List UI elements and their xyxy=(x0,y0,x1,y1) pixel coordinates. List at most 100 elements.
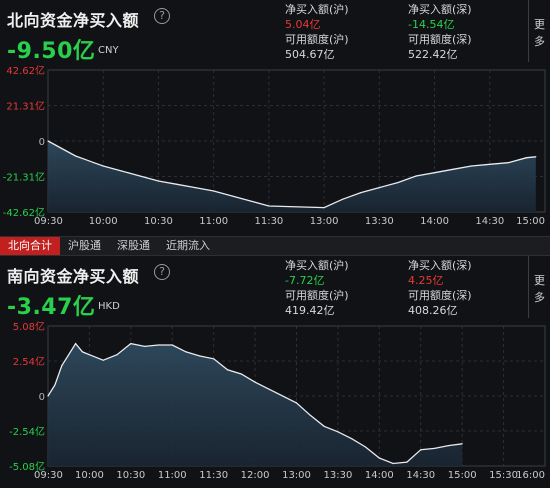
x-tick-label: 10:30 xyxy=(144,216,173,227)
data-point xyxy=(351,438,353,440)
net-buy-sz-value: -14.54亿 xyxy=(408,18,455,31)
data-point xyxy=(535,156,537,158)
y-tick-label: -5.08亿 xyxy=(9,460,45,473)
net-buy-sh: 净买入额(沪) -7.72亿 可用额度(沪) 419.42亿 xyxy=(285,258,349,318)
data-point xyxy=(194,187,196,189)
x-tick-label: 14:00 xyxy=(420,216,449,227)
data-point xyxy=(268,205,270,207)
avail-sh-label: 可用额度(沪) xyxy=(285,289,349,302)
net-buy-sh-label: 净买入额(沪) xyxy=(285,3,349,16)
net-buy-sz-label: 净买入额(深) xyxy=(408,3,472,16)
x-tick-label: 13:30 xyxy=(324,470,353,481)
data-point xyxy=(337,431,339,433)
data-point xyxy=(171,344,173,346)
x-tick-label: 15:30 xyxy=(489,470,518,481)
series-area xyxy=(48,343,463,466)
help-icon[interactable]: ? xyxy=(154,264,170,280)
y-tick-label: 42.62亿 xyxy=(6,64,45,77)
avail-sz-value: 522.42亿 xyxy=(408,48,458,61)
data-point xyxy=(75,155,77,157)
tab-north-total[interactable]: 北向合计 xyxy=(0,237,60,255)
data-point xyxy=(121,170,123,172)
more-char-1: 更 xyxy=(534,274,545,287)
data-point xyxy=(415,175,417,177)
currency-label: CNY xyxy=(98,45,119,56)
data-point xyxy=(295,402,298,404)
data-point xyxy=(249,200,252,202)
tab-recent-inflow[interactable]: 近期流入 xyxy=(166,239,210,252)
y-tick-label: 0 xyxy=(39,392,45,403)
data-point xyxy=(254,381,256,383)
data-point xyxy=(61,365,63,367)
data-point xyxy=(378,457,380,459)
northbound-panel: 北向资金净买入额 ? -9.50亿 CNY 净买入额(沪) 5.04亿 可用额度… xyxy=(0,0,550,236)
x-tick-label: 15:00 xyxy=(448,470,477,481)
data-point xyxy=(452,168,454,170)
net-buy-sz-label: 净买入额(深) xyxy=(408,259,472,272)
x-tick-label: 11:00 xyxy=(199,216,228,227)
data-point xyxy=(341,198,344,200)
data-point xyxy=(489,163,491,165)
data-point xyxy=(116,354,118,356)
data-point xyxy=(54,384,56,386)
x-tick-label: 11:00 xyxy=(158,470,187,481)
data-point xyxy=(102,165,104,167)
data-point xyxy=(434,172,436,174)
x-tick-label: 14:30 xyxy=(406,470,435,481)
data-point xyxy=(88,354,90,356)
data-point xyxy=(470,165,472,167)
help-icon[interactable]: ? xyxy=(154,8,170,24)
x-tick-label: 12:00 xyxy=(241,470,270,481)
data-point xyxy=(213,190,215,192)
y-tick-label: -42.62亿 xyxy=(3,206,45,219)
data-point xyxy=(81,351,84,353)
x-tick-label: 11:30 xyxy=(254,216,283,227)
y-tick-label: 5.08亿 xyxy=(13,320,45,333)
data-point xyxy=(231,195,233,197)
x-tick-label: 14:00 xyxy=(365,470,394,481)
more-char-2: 多 xyxy=(534,35,545,48)
tab-shanghai-connect[interactable]: 沪股通 xyxy=(68,239,101,252)
data-point xyxy=(65,150,67,152)
data-point xyxy=(309,414,311,416)
x-tick-label: 15:00 xyxy=(516,216,545,227)
more-button[interactable]: 更 多 xyxy=(528,256,550,318)
series-area xyxy=(48,141,536,212)
data-point xyxy=(68,354,70,356)
tab-bar: 北向合计 沪股通 深股通 近期流入 xyxy=(0,236,550,256)
data-point xyxy=(420,449,422,451)
southbound-title: 南向资金净买入额 xyxy=(7,267,140,286)
avail-sh-label: 可用额度(沪) xyxy=(285,33,349,46)
x-tick-label: 10:00 xyxy=(75,470,104,481)
southbound-net-value: -3.47亿 xyxy=(7,295,96,320)
net-buy-sh: 净买入额(沪) 5.04亿 可用额度(沪) 504.67亿 xyxy=(285,2,349,62)
data-point xyxy=(240,373,242,375)
y-tick-label: -21.31亿 xyxy=(3,171,45,184)
data-point xyxy=(461,443,463,445)
data-point xyxy=(144,345,146,347)
more-button[interactable]: 更 多 xyxy=(528,0,550,62)
x-tick-label: 13:00 xyxy=(310,216,339,227)
x-tick-label: 13:30 xyxy=(365,216,394,227)
data-point xyxy=(199,355,201,357)
northbound-title: 北向资金净买入额 xyxy=(7,11,140,30)
southbound-panel: 南向资金净买入额 ? -3.47亿 HKD 净买入额(沪) -7.72亿 可用额… xyxy=(0,256,550,488)
data-point xyxy=(378,187,380,189)
x-tick-label: 09:30 xyxy=(34,470,63,481)
data-point xyxy=(75,343,77,345)
avail-sz-value: 408.26亿 xyxy=(408,304,458,317)
data-point xyxy=(507,162,509,164)
data-point xyxy=(360,192,362,194)
northbound-net-value: -9.50亿 xyxy=(7,39,96,64)
x-tick-label: 11:30 xyxy=(199,470,228,481)
avail-sz-label: 可用额度(深) xyxy=(408,33,472,46)
x-tick-label: 16:00 xyxy=(516,470,545,481)
data-point xyxy=(47,395,49,397)
net-buy-sz: 净买入额(深) 4.25亿 可用额度(深) 408.26亿 xyxy=(408,258,472,318)
tab-shenzhen-connect[interactable]: 深股通 xyxy=(117,239,150,252)
data-point xyxy=(392,462,394,465)
x-tick-label: 10:00 xyxy=(89,216,118,227)
data-point xyxy=(93,162,95,164)
data-point xyxy=(434,447,436,449)
x-tick-label: 09:30 xyxy=(34,216,63,227)
